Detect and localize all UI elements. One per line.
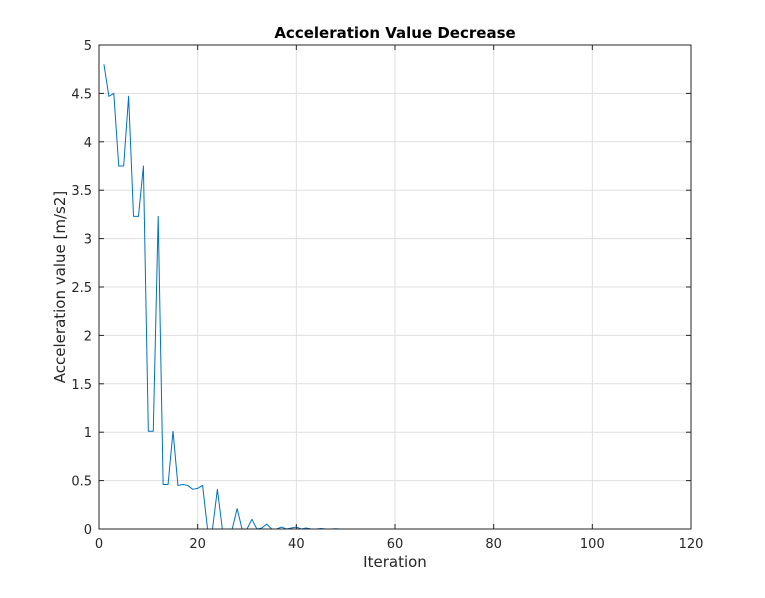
y-tick-label: 2.5 bbox=[71, 281, 92, 296]
y-tick-label: 1 bbox=[84, 426, 92, 441]
grid-lines bbox=[99, 45, 691, 529]
y-tick-label: 0.5 bbox=[71, 475, 92, 490]
y-axis-label: Acceleration value [m/s2] bbox=[51, 191, 69, 383]
y-tick-label: 2 bbox=[84, 329, 92, 344]
y-tick-label: 1.5 bbox=[71, 378, 92, 393]
y-tick-label: 3.5 bbox=[71, 184, 92, 199]
y-tick-label: 0 bbox=[84, 523, 92, 538]
x-axis-label: Iteration bbox=[363, 553, 427, 571]
y-tick-label: 4.5 bbox=[71, 87, 92, 102]
x-tick-label: 120 bbox=[679, 537, 704, 552]
y-tick-label: 5 bbox=[84, 39, 92, 54]
y-tick-label: 4 bbox=[84, 136, 92, 151]
tick-marks bbox=[98, 44, 692, 530]
x-tick-label: 60 bbox=[387, 537, 404, 552]
x-tick-label: 20 bbox=[189, 537, 206, 552]
y-tick-labels: 0 0.5 1 1.5 2 2.5 3 3.5 4 4.5 5 bbox=[71, 39, 92, 538]
x-tick-label: 40 bbox=[288, 537, 305, 552]
x-tick-label: 80 bbox=[485, 537, 502, 552]
x-tick-label: 0 bbox=[95, 537, 103, 552]
x-tick-label: 100 bbox=[580, 537, 605, 552]
chart-title: Acceleration Value Decrease bbox=[274, 24, 515, 42]
x-tick-labels: 0 20 40 60 80 100 120 bbox=[95, 537, 704, 552]
y-tick-label: 3 bbox=[84, 233, 92, 248]
